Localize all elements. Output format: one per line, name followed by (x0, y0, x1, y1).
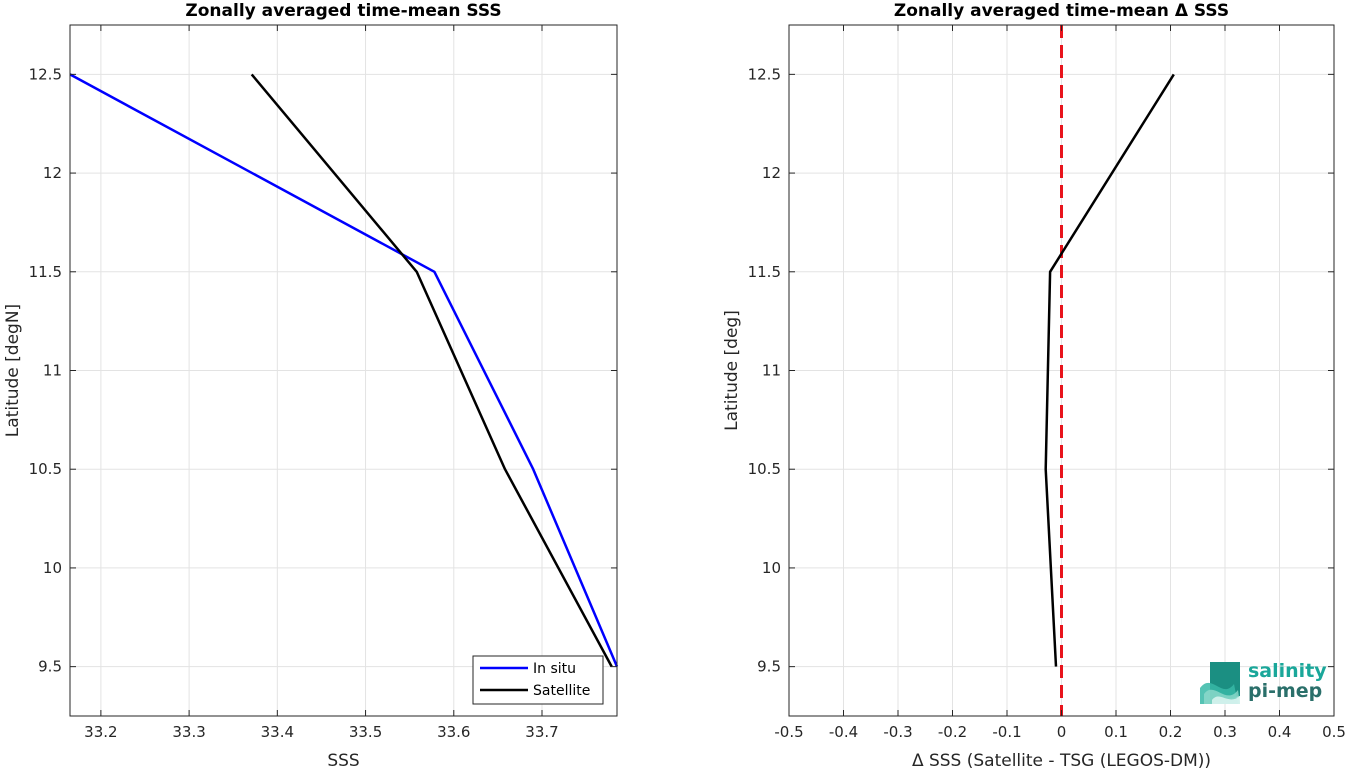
delta-sss-x-tick-label: -0.2 (938, 723, 967, 741)
sss-series (69, 73, 619, 668)
sss-x-tick-label: 33.6 (437, 723, 470, 741)
delta-sss-y-tick-label: 11.5 (748, 263, 781, 281)
sss-y-axis-label: Latitude [degN] (3, 304, 23, 437)
logo-text-salinity: salinity (1248, 660, 1327, 682)
delta-sss-y-axis-label: Latitude [deg] (722, 310, 742, 431)
sss-legend: In situ Satellite (472, 655, 604, 705)
sss-chart-title: Zonally averaged time-mean SSS (185, 1, 501, 21)
delta-sss-ticks: -0.5 -0.4 -0.3 -0.2 -0.1 0 0.1 0.2 0.3 0.4 0.5 9.5 1… (748, 25, 1346, 741)
sss-ticks: 33.2 33.3 33.4 33.5 33.6 33.7 9.5 10 10.5 11 11.5 1… (29, 25, 617, 741)
sss-y-tick-label: 12 (43, 164, 62, 182)
sss-y-tick-label: 9.5 (38, 658, 62, 676)
delta-sss-panel: -0.5 -0.4 -0.3 -0.2 -0.1 0 0.1 0.2 0.3 0.4 0.5 9.5 1… (722, 1, 1346, 769)
delta-sss-y-tick-label: 9.5 (757, 658, 781, 676)
delta-sss-x-tick-label: 0.2 (1159, 723, 1183, 741)
delta-sss-x-tick-label: -0.5 (774, 723, 803, 741)
delta-sss-x-tick-label: 0 (1057, 723, 1067, 741)
legend-label-in-situ: In situ (533, 661, 576, 677)
sss-panel: 33.2 33.3 33.4 33.5 33.6 33.7 9.5 10 10.5 11 11.5 1… (3, 1, 619, 769)
sss-x-axis-label: SSS (327, 751, 359, 769)
delta-sss-x-tick-label: -0.3 (883, 723, 912, 741)
logo-text-pi-mep: pi-mep (1248, 680, 1322, 702)
delta-sss-x-tick-label: 0.1 (1104, 723, 1128, 741)
delta-sss-x-tick-label: -0.1 (992, 723, 1021, 741)
wave-logo-icon (1200, 662, 1240, 704)
delta-sss-x-tick-label: 0.3 (1213, 723, 1237, 741)
delta-sss-series (1044, 73, 1175, 667)
sss-y-tick-label: 11 (43, 362, 62, 380)
legend-box (472, 655, 604, 705)
delta-sss-y-tick-label: 11 (762, 362, 781, 380)
sss-y-tick-label: 12.5 (29, 65, 62, 83)
delta-sss-series-line-delta (1044, 73, 1175, 667)
sss-series-line-satellite (250, 73, 613, 668)
salinity-pi-mep-logo: salinity pi-mep (1200, 660, 1327, 704)
delta-sss-y-tick-label: 10.5 (748, 460, 781, 478)
delta-sss-chart-title: Zonally averaged time-mean Δ SSS (894, 1, 1229, 21)
delta-sss-x-tick-label: -0.4 (829, 723, 858, 741)
legend-label-satellite: Satellite (533, 683, 590, 699)
delta-sss-x-tick-label: 0.4 (1268, 723, 1292, 741)
sss-y-tick-label: 10 (43, 559, 62, 577)
delta-sss-y-tick-label: 12.5 (748, 65, 781, 83)
sss-grid (70, 25, 617, 716)
delta-sss-y-tick-label: 10 (762, 559, 781, 577)
sss-y-tick-label: 11.5 (29, 263, 62, 281)
sss-series-line-in-situ (69, 73, 619, 668)
sss-y-tick-label: 10.5 (29, 460, 62, 478)
sss-x-tick-label: 33.4 (261, 723, 294, 741)
delta-sss-x-tick-label: 0.5 (1322, 723, 1346, 741)
sss-x-tick-label: 33.2 (84, 723, 117, 741)
delta-sss-y-tick-label: 12 (762, 164, 781, 182)
sss-x-tick-label: 33.5 (349, 723, 382, 741)
sss-x-tick-label: 33.3 (172, 723, 205, 741)
delta-sss-x-axis-label: Δ SSS (Satellite - TSG (LEGOS-DM)) (912, 751, 1211, 769)
sss-x-tick-label: 33.7 (525, 723, 558, 741)
